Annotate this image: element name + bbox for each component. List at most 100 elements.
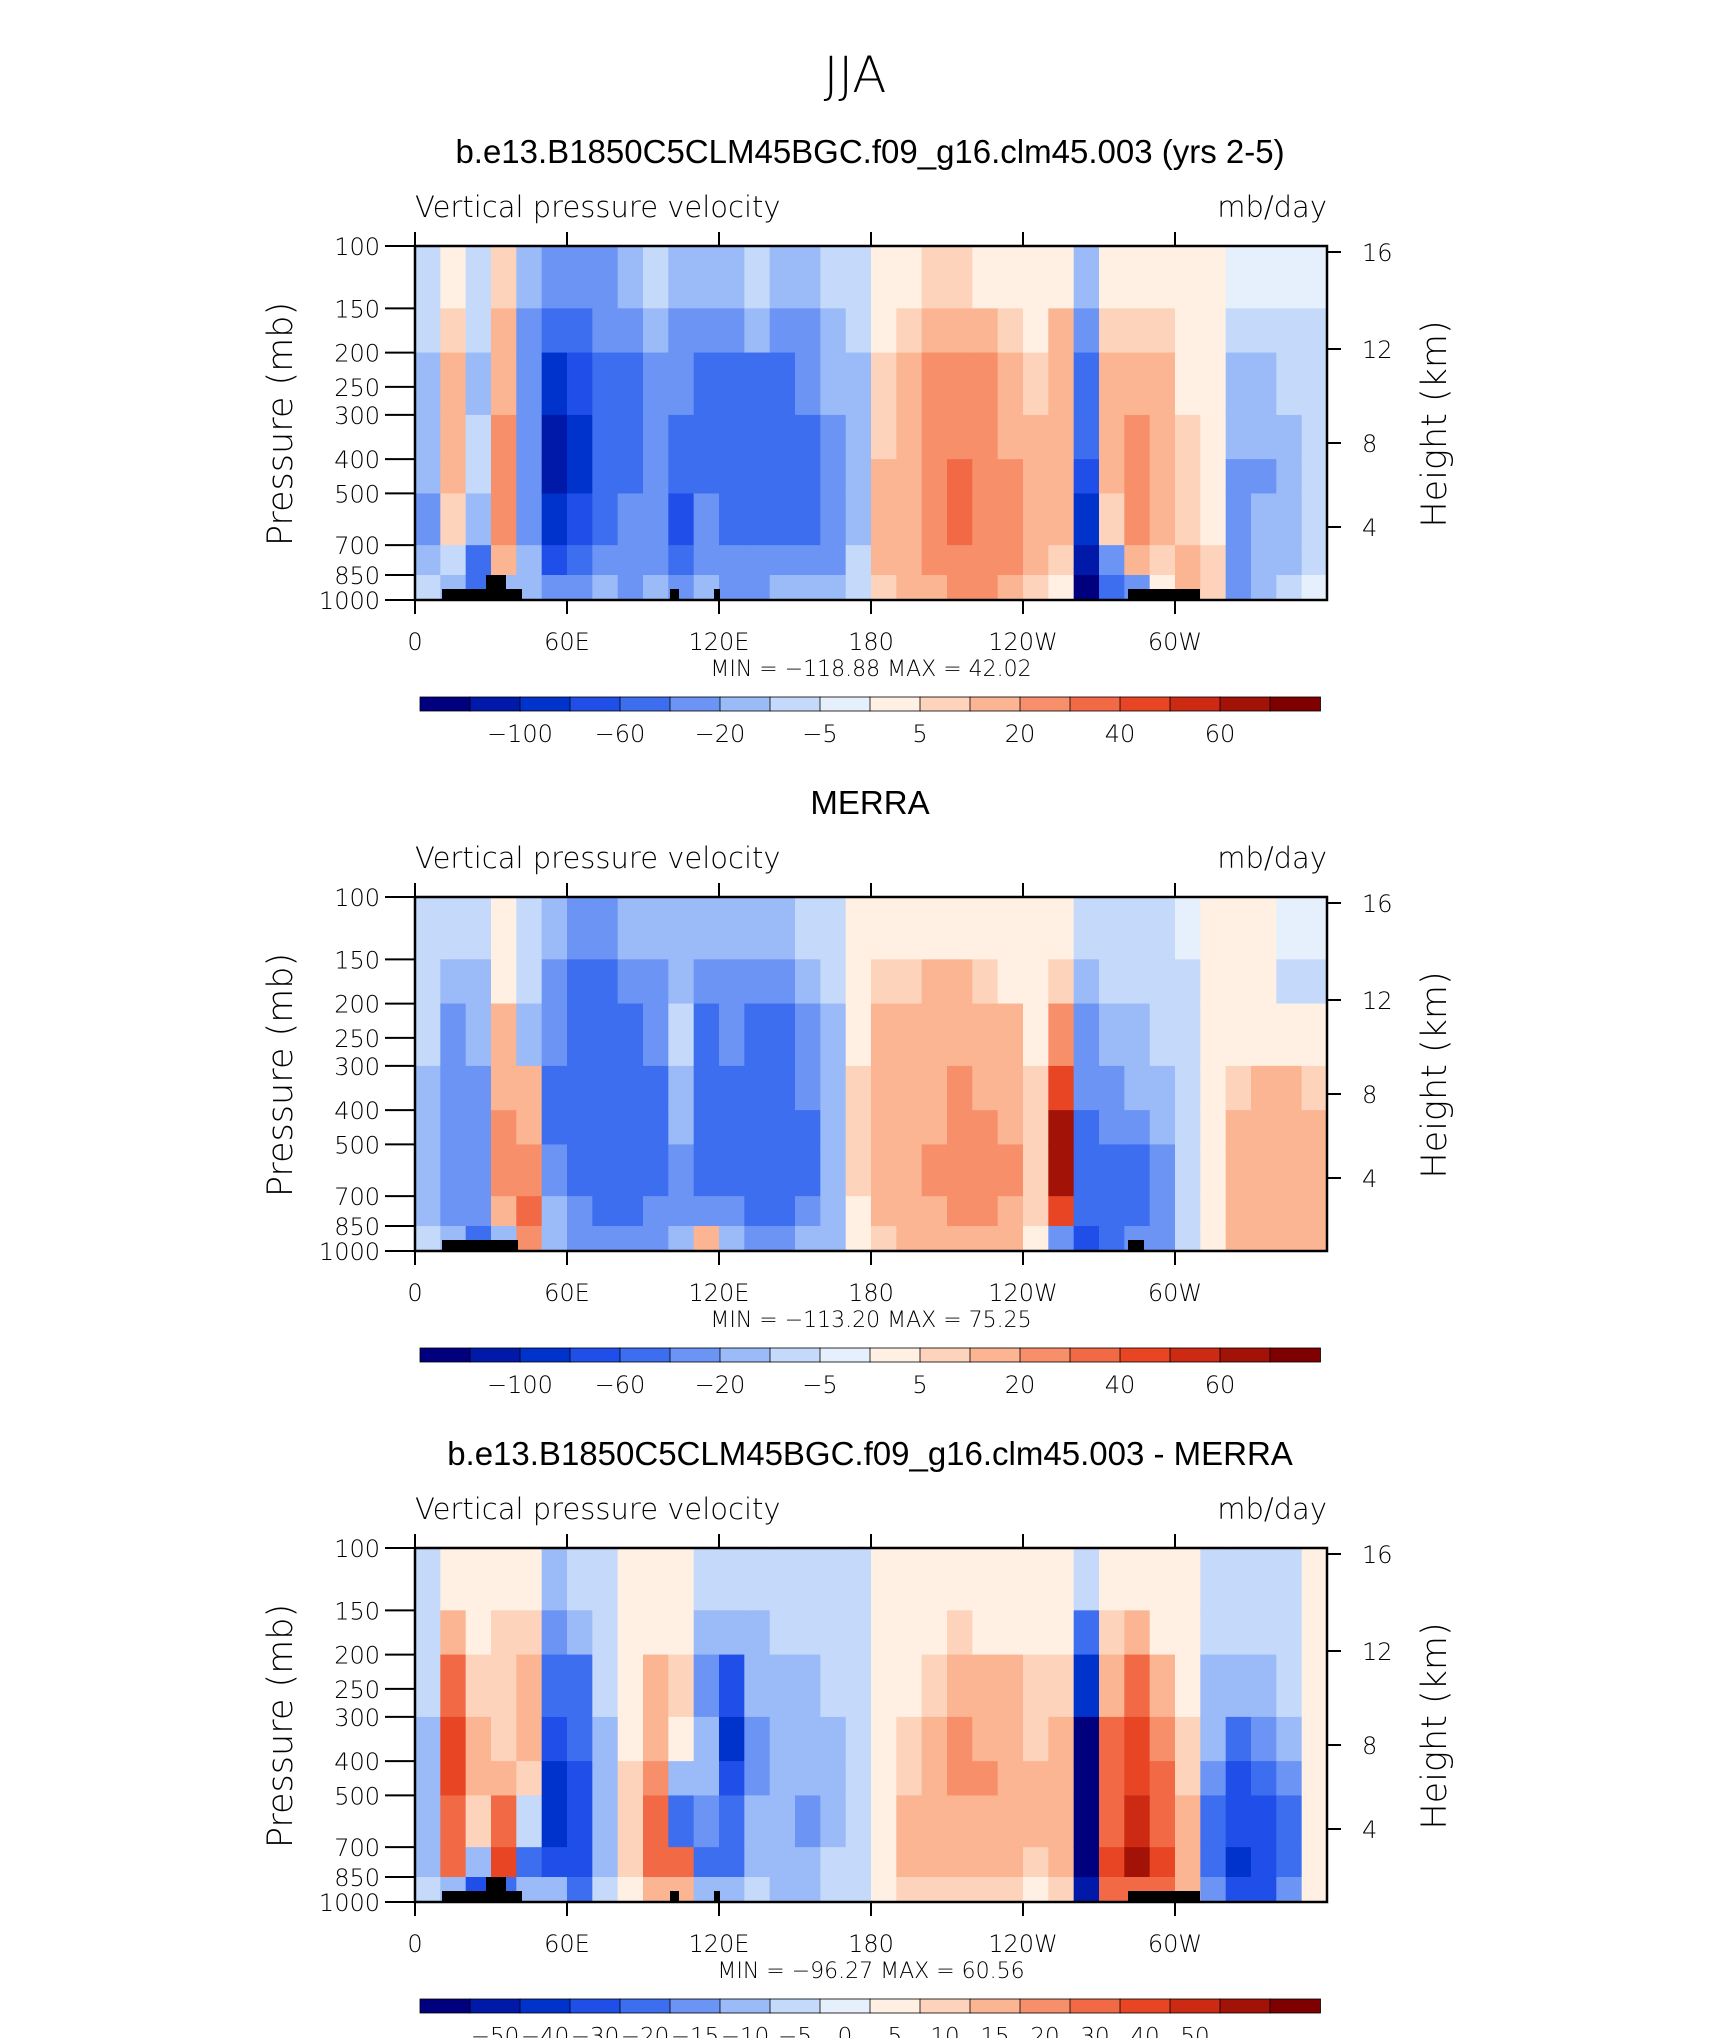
x-tick-label: 180 [848,1279,894,1307]
heatmap-cell [415,959,441,1005]
heatmap-cell [845,1226,872,1252]
y-tick-label: 300 [334,402,380,430]
heatmap-cell [415,1110,441,1146]
heatmap-cell [643,545,669,576]
heatmap-cell [541,1065,568,1111]
heatmap-cell [997,1144,1024,1197]
heatmap-cell [693,1847,720,1878]
panel-1: b.e13.B1850C5CLM45BGC.f09_g16.clm45.003 … [261,133,1455,748]
heatmap-cell [541,897,568,960]
heatmap-cell [516,897,543,960]
heatmap-cell [921,1847,948,1878]
heatmap-cell [845,459,872,495]
heatmap-cell [947,1610,973,1656]
colorbar-label: −40 [521,2024,570,2038]
y-tick-label: 400 [334,1748,380,1776]
heatmap-cell [896,897,923,960]
x-tick-label: 60E [544,1930,590,1958]
heatmap-cell [617,1795,644,1848]
heatmap-cell [871,1654,897,1718]
heatmap-cell [567,1196,593,1227]
heatmap-cell [693,545,720,576]
heatmap-cell [795,1196,821,1227]
y-tick-label: 400 [334,446,380,474]
heatmap-cell [516,1110,543,1146]
heatmap-cell [719,1110,745,1146]
heatmap-cell [896,1795,923,1848]
heatmap-cell [465,1761,492,1797]
heatmap-cell [845,897,872,960]
heatmap-cell [795,1761,821,1797]
heatmap-cell [845,493,872,546]
heatmap-cell [1023,1003,1049,1067]
y2-tick-label: 8 [1362,1081,1377,1109]
heatmap-cell [440,1716,467,1762]
heatmap-cell [921,1716,948,1762]
heatmap-cell [668,1226,695,1252]
heatmap-cells [415,897,1328,1252]
heatmap-cell [592,1065,619,1111]
heatmap-cell [972,1548,999,1611]
colorbar-swatch [1119,1347,1171,1363]
heatmap-cell [845,1110,872,1146]
heatmap-cell [1099,246,1125,309]
heatmap-cell [440,1196,467,1227]
heatmap-cell [719,493,745,546]
topography-block [486,1240,518,1251]
heatmap-cell [440,414,467,460]
colorbar-swatch [669,1347,721,1363]
heatmap-cell [465,545,492,576]
heatmap-cell [567,1847,593,1878]
heatmap-cell [719,1196,745,1227]
heatmap-cell [1200,1654,1227,1718]
heatmap-cell [465,308,492,354]
topography-block [442,1240,486,1251]
heatmap-cell [947,246,973,309]
x-tick-label: 0 [407,1930,422,1958]
heatmap-cell [567,1110,593,1146]
heatmap-cell [845,414,872,460]
heatmap-cell [668,959,695,1005]
heatmap-cell [921,1110,948,1146]
heatmap-cell [567,459,593,495]
heatmap-cell [592,1654,619,1718]
x-tick-label: 60W [1148,1930,1202,1958]
colorbar-swatch [719,1347,771,1363]
heatmap-cell [567,1548,593,1611]
heatmap-cell [744,1226,771,1252]
heatmap-cell [1073,575,1100,601]
heatmap-cell [415,1065,441,1111]
heatmap-cell [516,493,543,546]
heatmap-cell [1301,1761,1328,1797]
heatmap-cell [896,246,923,309]
heatmap-cell [465,897,492,960]
heatmap-cell [415,1847,441,1878]
colorbar-label: −20 [695,1371,746,1399]
topography-block [442,1891,522,1902]
heatmap-cell [896,1877,923,1903]
heatmap-cell [1301,1144,1328,1197]
heatmap-cell [896,1065,923,1111]
heatmap-cell [465,1795,492,1848]
heatmap-cell [592,1003,619,1067]
heatmap-cell [1023,545,1049,576]
heatmap-cell [972,1226,999,1252]
heatmap-cell [795,545,821,576]
heatmap-cell [1099,1716,1125,1762]
heatmap-cell [744,246,771,309]
heatmap-cell [415,1716,441,1762]
heatmap-cell [440,545,467,576]
heatmap-cell [1149,545,1176,576]
x-tick-label: 0 [407,628,422,656]
heatmap-cell [643,1761,669,1797]
heatmap-cell [491,545,517,576]
heatmap-cell [947,414,973,460]
heatmap-cell [1023,1610,1049,1656]
heatmap-cell [972,897,999,960]
heatmap-cell [947,493,973,546]
heatmap-cell [1023,1877,1049,1903]
panel-left-label: Vertical pressure velocity [415,190,781,224]
heatmap-cell [1276,1716,1303,1762]
heatmap-cell [1124,352,1151,416]
heatmap-cell [668,897,695,960]
